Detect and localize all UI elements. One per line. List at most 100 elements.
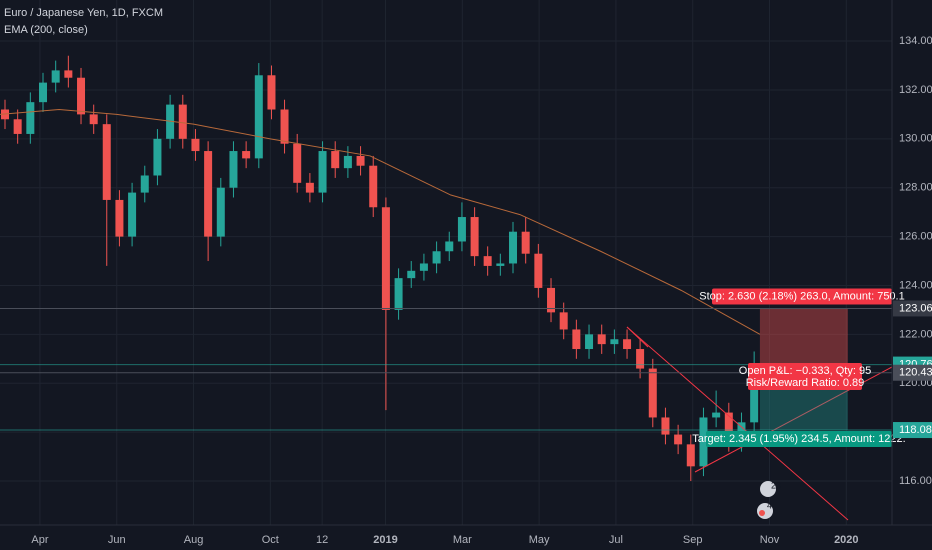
- x-tick-label: May: [529, 534, 550, 546]
- candle-body: [699, 417, 708, 467]
- candle-body: [559, 312, 568, 330]
- candle-body: [178, 104, 187, 139]
- candle-body: [102, 124, 111, 200]
- event-dot: [759, 510, 765, 516]
- candle-body: [750, 366, 759, 423]
- event-bubble[interactable]: [760, 481, 776, 497]
- candle-body: [204, 151, 213, 237]
- candle-body: [407, 270, 416, 279]
- candle-body: [610, 339, 619, 345]
- candle-body: [356, 155, 365, 166]
- y-tick-label: 130.000: [899, 133, 932, 145]
- price-label-bg: [893, 422, 932, 439]
- candle-body: [674, 434, 683, 445]
- candle-body: [636, 349, 645, 369]
- position-label: Stop: 2.630 (2.18%) 263.0, Amount: 750.1: [699, 290, 904, 302]
- x-tick-label: Aug: [184, 534, 204, 546]
- pnl-label-bg: [748, 363, 862, 390]
- candle-body: [585, 334, 594, 350]
- rr-label: Risk/Reward Ratio: 0.89: [746, 377, 865, 389]
- ema-line: [0, 108, 761, 335]
- legend-ema: EMA (200, close): [4, 24, 88, 36]
- x-tick-label: Nov: [760, 534, 780, 546]
- y-tick-label: 126.000: [899, 230, 932, 242]
- candle-body: [51, 70, 60, 83]
- legend-title: Euro / Japanese Yen, 1D, FXCM: [4, 7, 163, 19]
- price-label: 120.430: [899, 367, 932, 379]
- stop-zone: [759, 308, 848, 373]
- x-tick-label: Jun: [108, 534, 126, 546]
- candle-body: [77, 77, 86, 115]
- x-tick-label: 2020: [834, 534, 858, 546]
- candle-body: [318, 151, 327, 193]
- candle-body: [661, 417, 670, 435]
- x-tick-label: Apr: [31, 534, 48, 546]
- candle-body: [166, 104, 175, 139]
- price-label-bg: [893, 364, 932, 381]
- x-tick-label: Oct: [262, 534, 279, 546]
- candle-body: [128, 192, 137, 237]
- x-tick-label: 12: [316, 534, 328, 546]
- y-tick-label: 132.000: [899, 84, 932, 96]
- trend-line: [626, 326, 849, 521]
- event-label: 23: [771, 480, 781, 490]
- trend-line: [626, 326, 649, 348]
- position-label: Target: 2.345 (1.95%) 234.5, Amount: 122…: [692, 433, 905, 445]
- y-tick-label: 116.000: [899, 475, 932, 487]
- candle-body: [521, 231, 530, 254]
- candle-body: [89, 114, 98, 125]
- candle-body: [267, 75, 276, 110]
- pnl-label: Open P&L: −0.333, Qty: 95: [739, 365, 871, 377]
- candle-body: [724, 412, 733, 442]
- candle-body: [483, 256, 492, 266]
- candle-body: [305, 182, 314, 193]
- candle-body: [648, 368, 657, 418]
- candle-body: [369, 165, 378, 208]
- candle-body: [64, 70, 73, 78]
- price-label: 118.085: [899, 424, 932, 436]
- event-icons[interactable]: 23 4: [757, 480, 781, 519]
- y-tick-label: 124.000: [899, 279, 932, 291]
- candle-body: [280, 109, 289, 144]
- candle-body: [381, 207, 390, 310]
- candle-body: [191, 138, 200, 152]
- candle-body: [343, 155, 352, 169]
- x-tick-label: Mar: [453, 534, 472, 546]
- candle-body: [242, 151, 251, 159]
- candle-body: [254, 75, 263, 159]
- x-tick-label: Sep: [683, 534, 703, 546]
- candle-body: [534, 253, 543, 288]
- candle-body: [140, 175, 149, 193]
- candle-body: [597, 334, 606, 345]
- y-tick-label: 122.000: [899, 328, 932, 340]
- event-label: 4: [767, 500, 772, 510]
- position-label-bg: [712, 288, 892, 305]
- candle-body: [496, 263, 505, 266]
- y-tick-label: 128.000: [899, 182, 932, 194]
- candle-body: [623, 339, 632, 350]
- candle-body: [115, 199, 124, 237]
- price-label-bg: [893, 300, 932, 317]
- candle-body: [153, 138, 162, 176]
- candle-body: [39, 82, 48, 103]
- y-tick-label: 134.000: [899, 35, 932, 47]
- candle-body: [509, 231, 518, 264]
- candle-body: [229, 151, 238, 188]
- candle-body: [13, 119, 22, 134]
- plot-area: [0, 55, 761, 482]
- candle-body: [419, 263, 428, 271]
- candle-body: [457, 217, 466, 242]
- candle-body: [26, 102, 35, 134]
- candle-body: [331, 151, 340, 169]
- candle-body: [445, 241, 454, 252]
- price-label: 123.060: [899, 302, 932, 314]
- x-tick-label: Jul: [609, 534, 623, 546]
- candle-body: [432, 251, 441, 264]
- candle-body: [547, 287, 556, 313]
- candle-body: [394, 278, 403, 310]
- candle-body: [470, 217, 479, 257]
- overlay: Stop: 2.630 (2.18%) 263.0, Amount: 750.1…: [0, 288, 906, 448]
- position-label-bg: [706, 431, 892, 448]
